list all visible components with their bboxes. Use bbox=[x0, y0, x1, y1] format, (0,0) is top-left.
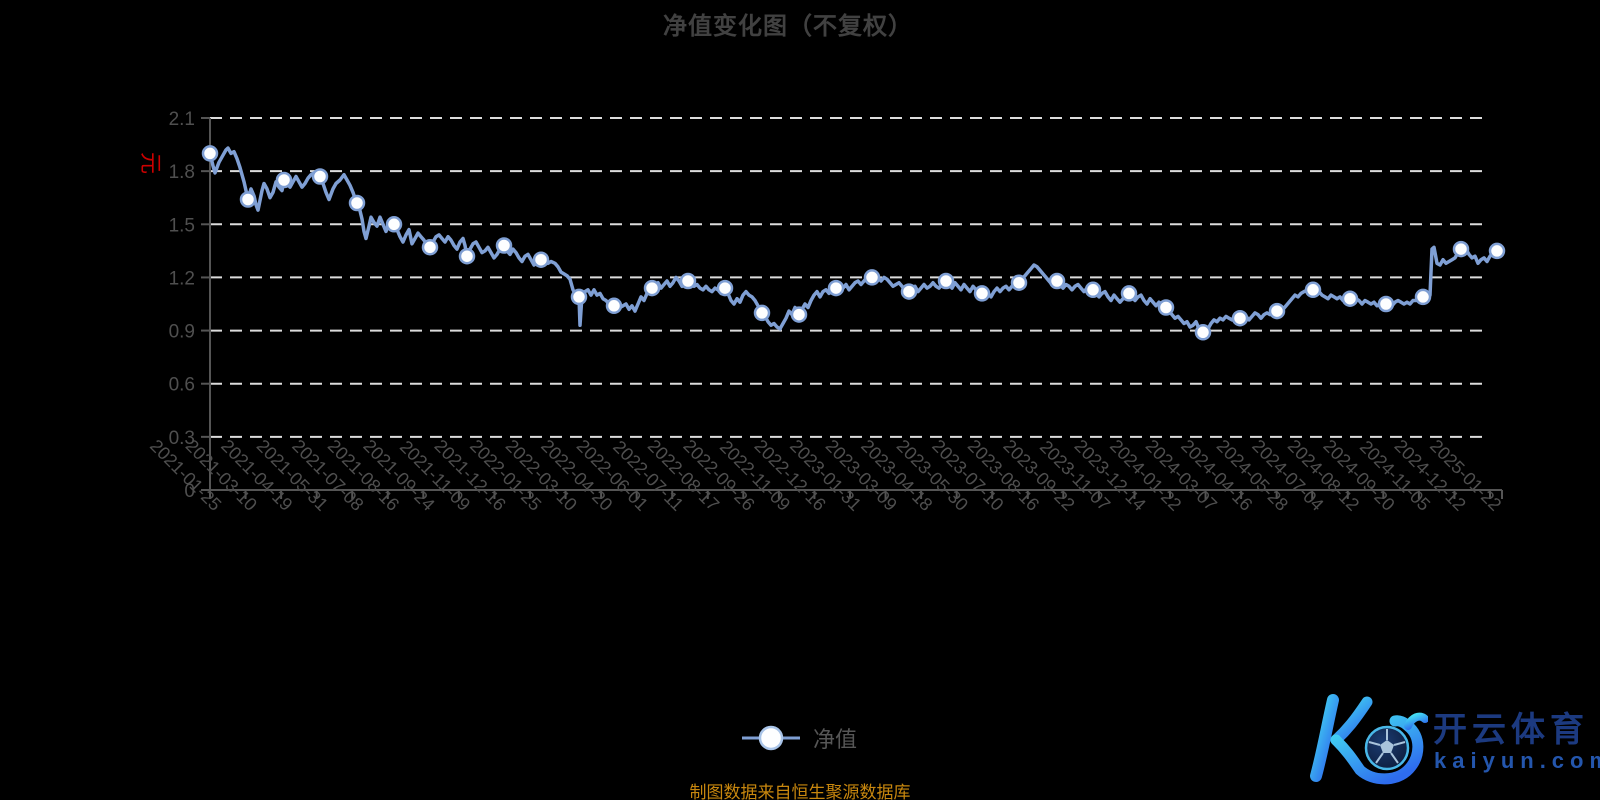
data-point-marker[interactable] bbox=[1304, 281, 1322, 299]
y-tick-label: 0.3 bbox=[169, 428, 195, 449]
data-point-marker[interactable] bbox=[385, 216, 403, 233]
y-tick-label: 1.8 bbox=[169, 162, 195, 183]
chart-title: 净值变化图（不复权） bbox=[663, 13, 913, 40]
data-point-marker[interactable] bbox=[1452, 240, 1470, 258]
watermark-brand-name: 开云体育 bbox=[1433, 711, 1589, 749]
data-point-marker[interactable] bbox=[570, 288, 588, 306]
data-source-note: 制图数据来自恒生聚源数据库 bbox=[689, 783, 911, 800]
y-tick-label: 0.9 bbox=[169, 322, 195, 343]
data-point-marker[interactable] bbox=[348, 194, 366, 212]
kaiyun-watermark: 开云体育 kaiyun.com bbox=[1303, 690, 1600, 790]
data-point-marker[interactable] bbox=[1414, 288, 1432, 306]
data-point-marker[interactable] bbox=[421, 239, 439, 256]
y-tick-label: 1.2 bbox=[169, 268, 195, 289]
legend-label: 净值 bbox=[813, 727, 858, 752]
data-point-marker[interactable] bbox=[1194, 324, 1212, 341]
data-point-marker[interactable] bbox=[643, 279, 661, 297]
nav-series-line[interactable] bbox=[208, 146, 1501, 338]
y-tick-label: 2.1 bbox=[169, 109, 195, 130]
data-point-marker[interactable] bbox=[1048, 272, 1066, 290]
y-tick-label: 0.6 bbox=[169, 375, 195, 396]
data-point-marker[interactable] bbox=[1268, 302, 1286, 320]
data-point-marker[interactable] bbox=[311, 168, 329, 185]
data-point-marker[interactable] bbox=[753, 304, 771, 322]
data-point-marker[interactable] bbox=[495, 237, 513, 254]
data-point-marker[interactable] bbox=[1120, 285, 1138, 302]
data-point-marker[interactable] bbox=[679, 272, 697, 290]
data-point-marker[interactable] bbox=[1084, 281, 1102, 299]
data-point-marker[interactable] bbox=[1341, 290, 1359, 307]
data-point-marker[interactable] bbox=[790, 306, 808, 323]
data-point-marker[interactable] bbox=[239, 191, 257, 208]
kaiyun-logo-icon bbox=[1310, 694, 1428, 785]
legend-line-marker-icon bbox=[742, 725, 800, 751]
data-point-marker[interactable] bbox=[973, 285, 991, 302]
data-point-marker[interactable] bbox=[900, 283, 918, 300]
y-tick-label: 0 bbox=[184, 481, 195, 502]
data-point-marker[interactable] bbox=[1488, 242, 1506, 260]
y-axis-unit-label: 元 bbox=[138, 152, 163, 174]
data-point-marker[interactable] bbox=[275, 171, 293, 189]
data-point-marker[interactable] bbox=[458, 247, 476, 265]
soccer-ball-icon bbox=[1364, 725, 1410, 771]
y-tick-label: 1.5 bbox=[169, 215, 195, 236]
data-point-marker[interactable] bbox=[605, 297, 623, 315]
data-point-marker[interactable] bbox=[863, 269, 881, 286]
data-point-marker[interactable] bbox=[1377, 295, 1395, 313]
data-point-marker[interactable] bbox=[1231, 309, 1249, 327]
data-point-marker[interactable] bbox=[827, 279, 845, 297]
watermark-domain: kaiyun.com bbox=[1434, 748, 1600, 773]
data-point-marker[interactable] bbox=[201, 145, 219, 162]
data-point-marker[interactable] bbox=[937, 272, 955, 290]
data-point-marker[interactable] bbox=[716, 279, 734, 297]
legend-item-nav[interactable]: 净值 bbox=[742, 722, 857, 754]
data-point-marker[interactable] bbox=[1010, 274, 1028, 291]
data-point-marker[interactable] bbox=[1157, 299, 1175, 316]
data-point-marker[interactable] bbox=[532, 251, 550, 268]
